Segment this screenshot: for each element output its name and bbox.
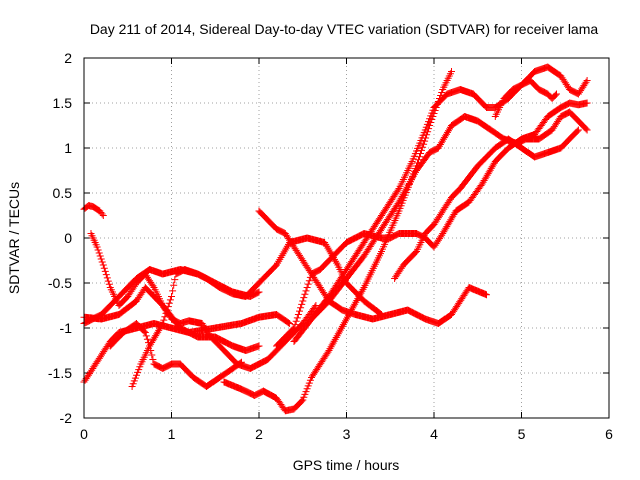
y-axis-label: SDTVAR / TECUs — [6, 182, 22, 294]
x-tick-label: 5 — [518, 426, 526, 442]
x-tick-label: 6 — [605, 426, 613, 442]
series-sat-h — [220, 68, 455, 415]
y-tick-label: 1 — [64, 140, 72, 156]
tick-labels: 0 1 2 3 4 5 6 -2 -1.5 -1 -0.5 0 0.5 1 1.5 2 — [48, 50, 613, 442]
y-tick-label: 1.5 — [53, 95, 73, 111]
grid-lines — [84, 58, 609, 418]
data-markers — [80, 63, 591, 415]
marker-path — [128, 234, 385, 390]
y-tick-label: 2 — [64, 50, 72, 66]
series-sat-m — [391, 126, 582, 282]
x-tick-label: 0 — [80, 426, 88, 442]
plot-frame — [83, 57, 610, 419]
series-sat-f — [128, 234, 385, 390]
chart-title: Day 211 of 2014, Sidereal Day-to-day VTE… — [90, 21, 599, 37]
y-tick-label: -2 — [60, 410, 73, 426]
y-tick-label: 0 — [64, 230, 72, 246]
marker-path — [391, 126, 582, 282]
x-tick-label: 1 — [168, 426, 176, 442]
x-tick-label: 3 — [343, 426, 351, 442]
series-sat-g — [106, 320, 245, 390]
x-tick-label: 4 — [430, 426, 438, 442]
y-tick-label: 0.5 — [53, 185, 73, 201]
x-tick-label: 2 — [255, 426, 263, 442]
marker-path — [106, 320, 245, 390]
x-axis-label: GPS time / hours — [293, 457, 400, 473]
marker-path — [491, 77, 560, 120]
y-tick-label: -1.5 — [48, 365, 72, 381]
series-sat-k — [290, 108, 591, 345]
series-sat-n — [491, 77, 560, 120]
y-tick-label: -0.5 — [48, 275, 72, 291]
marker-path — [220, 68, 455, 415]
marker-path — [290, 108, 591, 345]
y-tick-label: -1 — [60, 320, 73, 336]
